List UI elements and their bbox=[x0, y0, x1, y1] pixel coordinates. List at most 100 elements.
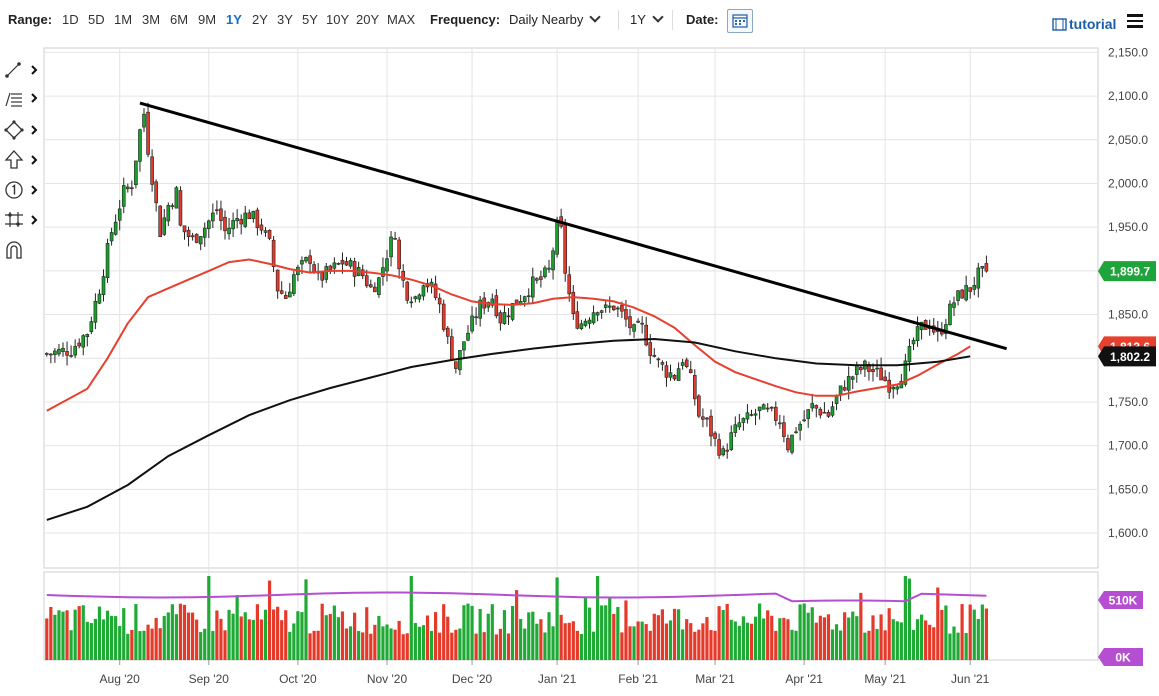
candle-body bbox=[842, 387, 847, 391]
volume-bar bbox=[721, 610, 725, 660]
candle bbox=[636, 318, 640, 323]
shape-tool[interactable] bbox=[2, 118, 40, 142]
volume-bar bbox=[417, 626, 421, 660]
volume-bar bbox=[65, 610, 69, 660]
candle-body bbox=[911, 339, 916, 345]
volume-bar bbox=[470, 605, 474, 660]
note-tool[interactable] bbox=[2, 178, 40, 202]
frequency-label: Frequency: bbox=[430, 12, 501, 27]
volume-bar bbox=[118, 625, 122, 660]
trendline bbox=[139, 101, 1008, 351]
candle-body bbox=[401, 270, 406, 281]
period-select[interactable]: 1Y bbox=[630, 11, 664, 27]
candle-body bbox=[773, 406, 778, 421]
candle bbox=[437, 293, 442, 314]
volume-bar bbox=[130, 629, 134, 660]
range-label: Range: bbox=[8, 12, 53, 27]
volume-bar bbox=[365, 607, 369, 660]
range-3m[interactable]: 3M bbox=[142, 12, 161, 27]
candle-body bbox=[466, 332, 470, 341]
volume-bar bbox=[883, 630, 887, 660]
range-1d[interactable]: 1D bbox=[62, 12, 79, 27]
candle-body bbox=[551, 250, 555, 271]
candle bbox=[162, 208, 167, 236]
y-tick-label: 2,150.0 bbox=[1108, 45, 1148, 59]
tutorial-link[interactable]: tutorial bbox=[1052, 16, 1116, 32]
candle bbox=[239, 214, 243, 235]
range-2y[interactable]: 2Y bbox=[252, 12, 268, 27]
candle bbox=[668, 364, 673, 381]
candle bbox=[182, 225, 187, 240]
volume-bar bbox=[170, 604, 174, 660]
range-1y[interactable]: 1Y bbox=[226, 12, 242, 27]
candle-body bbox=[838, 385, 843, 395]
volume-bar bbox=[255, 604, 259, 660]
range-max[interactable]: MAX bbox=[387, 12, 416, 27]
candle-body bbox=[624, 309, 628, 320]
volume-bar bbox=[142, 630, 146, 660]
x-tick-label: Mar '21 bbox=[695, 672, 735, 686]
candle bbox=[510, 303, 515, 322]
candle-body bbox=[697, 395, 701, 417]
candle bbox=[579, 319, 584, 331]
volume-bar bbox=[494, 634, 498, 660]
candle-body bbox=[109, 232, 114, 242]
last-price-tag-bg bbox=[1098, 261, 1156, 282]
candle bbox=[283, 291, 288, 299]
volume-bars bbox=[45, 576, 988, 660]
candle-body bbox=[53, 350, 57, 355]
candle-body bbox=[97, 293, 102, 304]
hamburger-menu-icon[interactable] bbox=[1127, 14, 1143, 28]
range-6m[interactable]: 6M bbox=[170, 12, 189, 27]
range-1m[interactable]: 1M bbox=[114, 12, 133, 27]
arrow-tool[interactable] bbox=[2, 148, 40, 172]
volume-bar bbox=[454, 629, 458, 660]
volume-bar bbox=[810, 607, 814, 660]
candle bbox=[287, 283, 292, 298]
volume-bar bbox=[178, 603, 183, 660]
volume-bar bbox=[907, 578, 912, 660]
candle-body bbox=[846, 376, 851, 391]
calendar-button[interactable] bbox=[727, 9, 753, 33]
candle-body bbox=[259, 224, 264, 231]
volume-bar bbox=[421, 625, 426, 660]
candle-body bbox=[287, 291, 292, 298]
candle bbox=[271, 235, 276, 273]
y-tick-label: 1,650.0 bbox=[1108, 482, 1148, 496]
range-5y[interactable]: 5Y bbox=[302, 12, 318, 27]
candle-body bbox=[680, 362, 685, 366]
range-10y[interactable]: 10Y bbox=[326, 12, 350, 27]
candle bbox=[328, 264, 333, 275]
candle-body bbox=[174, 187, 179, 209]
candle bbox=[543, 265, 547, 279]
range-9m[interactable]: 9M bbox=[198, 12, 217, 27]
range-20y[interactable]: 20Y bbox=[356, 12, 380, 27]
volume-bar bbox=[903, 576, 907, 660]
volume-bar bbox=[53, 614, 57, 660]
frequency-select[interactable]: Daily Nearby bbox=[509, 11, 602, 27]
volume-bar bbox=[324, 615, 328, 660]
candle-body bbox=[389, 236, 393, 258]
candle-body bbox=[859, 367, 863, 371]
range-3y[interactable]: 3Y bbox=[277, 12, 293, 27]
candle-body bbox=[275, 269, 280, 292]
fibonacci-tool[interactable] bbox=[2, 88, 40, 112]
candle-body bbox=[543, 267, 547, 278]
measure-tool[interactable] bbox=[2, 208, 40, 232]
volume-bar bbox=[223, 630, 227, 660]
volume-bar bbox=[280, 620, 284, 660]
line-tool[interactable] bbox=[2, 58, 40, 82]
volume-bar bbox=[284, 610, 288, 660]
candle-body bbox=[397, 239, 401, 270]
magnet-tool[interactable] bbox=[2, 238, 40, 262]
range-5d[interactable]: 5D bbox=[88, 12, 105, 27]
volume-bar bbox=[899, 622, 903, 660]
volume-bar bbox=[474, 633, 478, 660]
candle bbox=[251, 210, 256, 223]
candle bbox=[101, 269, 106, 302]
candle bbox=[227, 217, 231, 240]
candle-body bbox=[158, 205, 162, 238]
volume-bar bbox=[928, 624, 932, 660]
